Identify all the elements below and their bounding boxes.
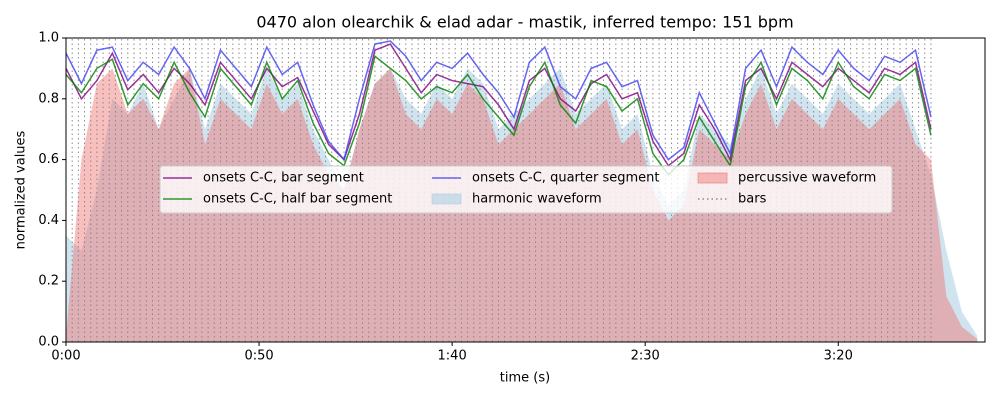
y-tick-label: 1.0 xyxy=(38,31,59,46)
legend-label: onsets C-C, quarter segment xyxy=(472,171,659,186)
legend-label: percussive waveform xyxy=(738,171,876,186)
x-tick-label: 2:30 xyxy=(631,349,660,364)
legend-label: bars xyxy=(738,192,767,207)
x-tick-label: 0:50 xyxy=(244,349,273,364)
y-tick-label: 0.2 xyxy=(38,274,59,289)
line xyxy=(65,54,932,176)
legend-label: harmonic waveform xyxy=(472,192,602,207)
chart-title: 0470 alon olearchik & elad adar - mastik… xyxy=(256,13,793,32)
y-tick-label: 0.8 xyxy=(38,91,59,106)
x-tick-label: 0:00 xyxy=(51,349,80,364)
y-tick-label: 0.0 xyxy=(38,335,59,350)
x-tick-label: 3:20 xyxy=(824,349,853,364)
legend-swatch xyxy=(697,172,728,184)
legend-box xyxy=(159,165,893,214)
y-tick-label: 0.4 xyxy=(38,213,59,228)
x-axis-label: time (s) xyxy=(500,371,550,386)
legend: onsets C-C, bar segment onsets C-C, half … xyxy=(159,165,893,214)
line xyxy=(65,40,932,162)
plot-frame xyxy=(65,37,986,343)
x-tick-label: 1:40 xyxy=(438,349,467,364)
legend-label: onsets C-C, half bar segment xyxy=(203,192,392,207)
y-tick-label: 0.6 xyxy=(38,152,59,167)
legend-label: onsets C-C, bar segment xyxy=(203,171,364,186)
line xyxy=(65,43,932,167)
legend-swatch xyxy=(431,193,462,205)
y-axis-label: normalized values xyxy=(14,130,29,249)
